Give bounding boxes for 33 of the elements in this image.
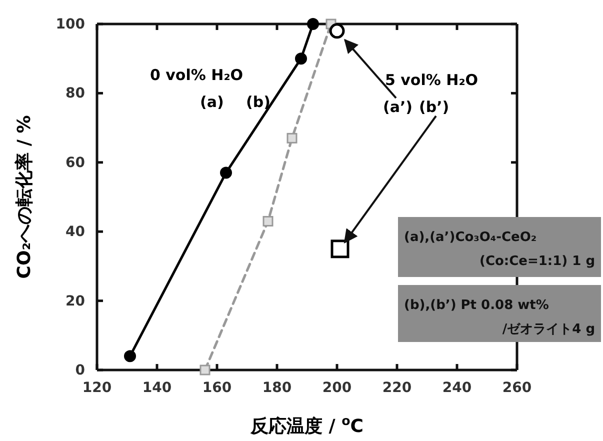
annotation: (a) — [200, 93, 224, 111]
point — [124, 350, 136, 362]
annotation: 0 vol% H₂O — [150, 66, 244, 84]
y-tick-label: 40 — [66, 224, 86, 240]
point — [286, 132, 298, 144]
annotation: (b),(b’) Pt 0.08 wt% /ゼオライト4 g — [404, 298, 595, 337]
y-axis-title: CO₂への転化率 / % — [14, 115, 35, 279]
x-tick-label: 220 — [382, 380, 412, 396]
y-tick-label: 100 — [56, 16, 86, 32]
annotation: 5 vol% H₂O — [385, 71, 478, 89]
x-tick-label: 260 — [502, 380, 532, 396]
x-tick-label: 180 — [262, 380, 292, 396]
point — [262, 216, 274, 226]
point — [329, 23, 345, 39]
x-tick-label: 160 — [202, 380, 232, 396]
x-tick-label: 200 — [322, 380, 352, 396]
annotation: (b) — [246, 93, 270, 111]
x-tick-label: 240 — [442, 380, 472, 396]
x-axis-title: 反応温度 / $^{o}$C — [250, 412, 364, 437]
point — [295, 52, 307, 65]
annotation: (b’) — [419, 98, 450, 116]
point — [330, 240, 350, 258]
point — [307, 18, 319, 30]
x-tick-label: 120 — [82, 380, 112, 396]
x-tick-label: 140 — [142, 380, 172, 396]
annotation: (a’) — [383, 98, 413, 116]
y-tick-label: 60 — [66, 154, 86, 171]
point — [220, 166, 232, 179]
point — [200, 364, 210, 376]
y-tick-label: 20 — [66, 293, 86, 310]
annotation: (a),(a’)Co₃O₄-CeO₂ (Co:Ce=1:1) 1 g — [404, 230, 595, 269]
y-tick-label: 80 — [66, 86, 86, 102]
y-tick-label: 0 — [75, 362, 86, 378]
